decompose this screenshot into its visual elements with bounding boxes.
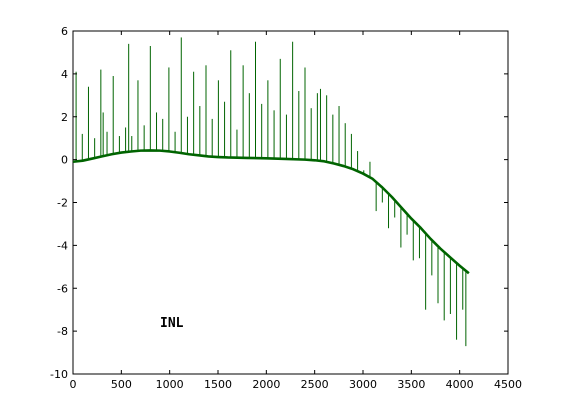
series-layer — [72, 37, 470, 347]
axes-ticks: 0 500 1000 1500 2000 2500 3000 3500 4000 4500 -10 -… — [50, 25, 522, 391]
plot-area-frame — [72, 30, 509, 375]
x-tick-label: 3500 — [397, 378, 425, 391]
x-tick-label: 2000 — [252, 378, 280, 391]
y-tick-label: -10 — [50, 368, 68, 381]
x-tick-label: 0 — [70, 378, 77, 391]
y-tick-label: 2 — [61, 111, 68, 124]
y-tick-label: -2 — [57, 197, 68, 210]
y-tick-label: 6 — [61, 25, 68, 38]
x-tick-label: 1500 — [204, 378, 232, 391]
y-tick-label: 4 — [61, 68, 68, 81]
x-tick-label: 500 — [111, 378, 132, 391]
y-tick-label: -8 — [57, 325, 68, 338]
y-tick-label: -6 — [57, 282, 68, 295]
y-tick-label: -4 — [57, 239, 68, 252]
x-tick-label: 3000 — [349, 378, 377, 391]
x-tick-label: 1000 — [156, 378, 184, 391]
inl-annotation: INL — [160, 316, 184, 331]
inl-baseline-curve — [72, 149, 470, 275]
x-tick-label: 4000 — [446, 378, 474, 391]
x-tick-label: 2500 — [301, 378, 329, 391]
y-tick-label: 0 — [61, 154, 68, 167]
x-tick-label: 4500 — [494, 378, 522, 391]
